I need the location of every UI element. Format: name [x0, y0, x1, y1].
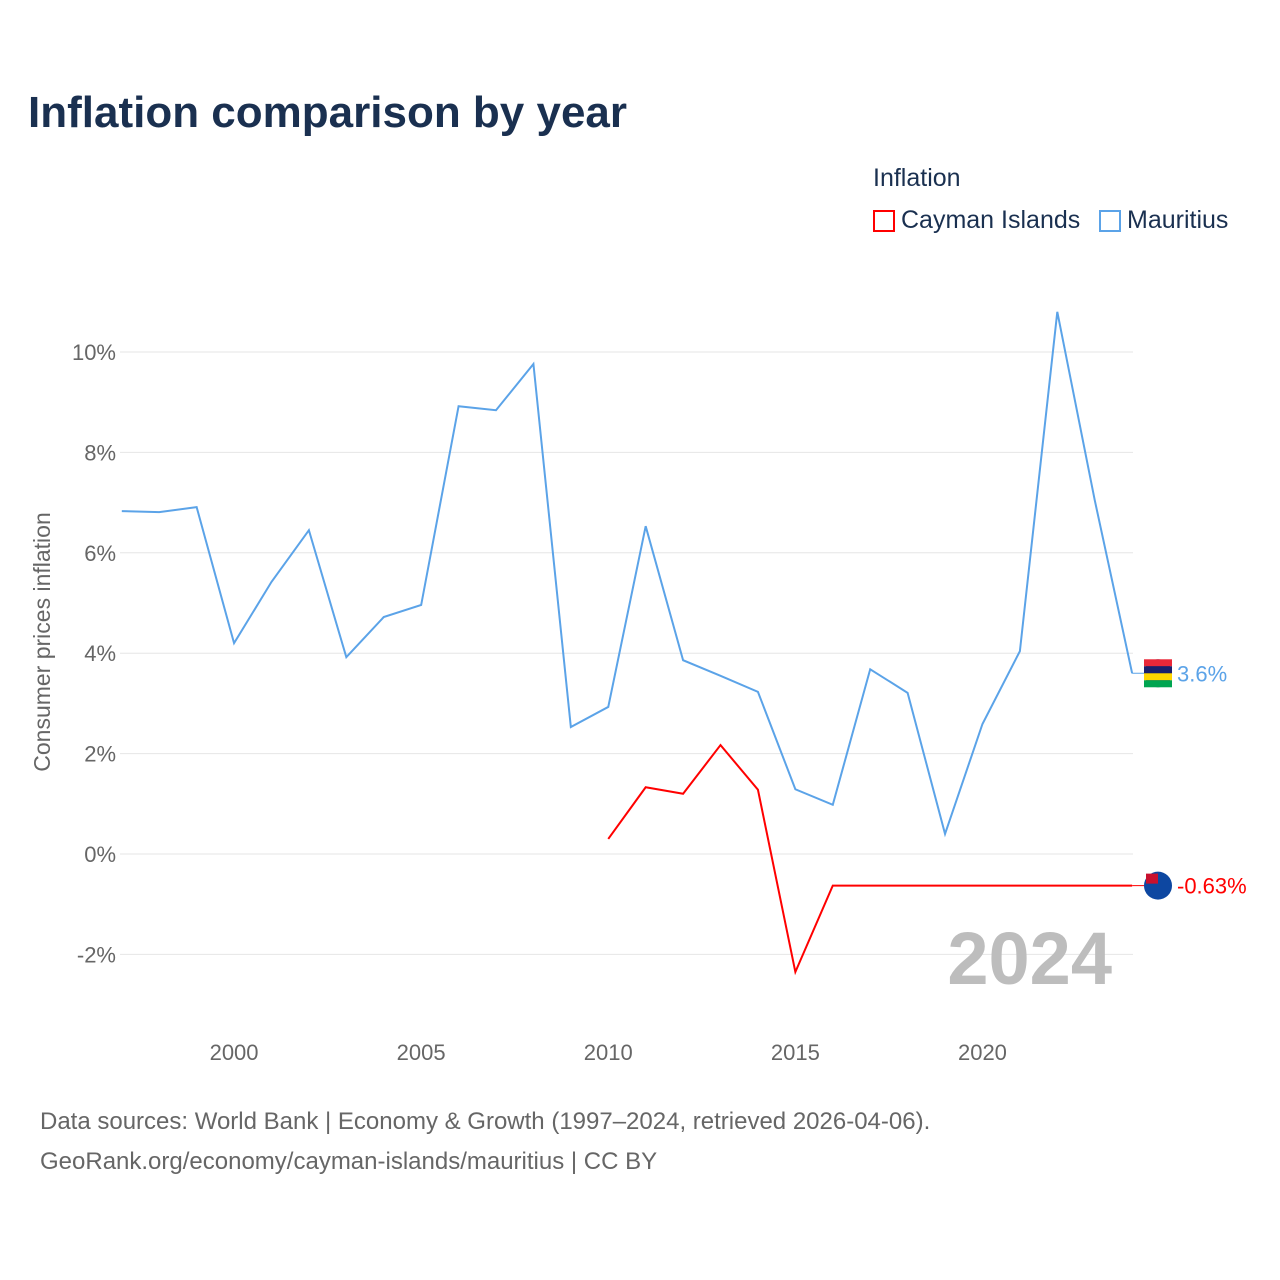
end-value-label: -0.63% [1177, 874, 1247, 899]
series-line-cayman [607, 743, 1133, 976]
legend-title: Inflation [873, 164, 961, 192]
y-tick-label: -2% [77, 942, 116, 967]
source-url: GeoRank.org/economy/cayman-islands/mauri… [40, 1148, 658, 1175]
y-axis-label: Consumer prices inflation [29, 512, 55, 772]
y-tick-label: 6% [84, 541, 116, 566]
x-tick-label: 2005 [397, 1040, 446, 1065]
year-watermark: 2024 [947, 917, 1112, 1000]
legend-item-mauritius[interactable]: Mauritius [1099, 206, 1228, 235]
x-tick-label: 2015 [771, 1040, 820, 1065]
flag-stripe [1144, 680, 1172, 688]
y-tick-label: 0% [84, 842, 116, 867]
flag-stripe [1144, 673, 1172, 681]
flag-stripe [1144, 659, 1172, 667]
legend-item-cayman[interactable]: Cayman Islands [873, 206, 1080, 235]
flag-stripe [1144, 666, 1172, 674]
end-value-label: 3.6% [1177, 661, 1227, 686]
legend-label: Cayman Islands [901, 206, 1081, 234]
y-tick-label: 10% [72, 340, 116, 365]
legend-swatch [1099, 209, 1121, 232]
y-tick-label: 2% [84, 742, 116, 767]
legend-label: Mauritius [1127, 206, 1229, 234]
x-tick-label: 2010 [584, 1040, 633, 1065]
series-line-mauritius [121, 311, 1134, 838]
y-tick-label: 4% [84, 641, 116, 666]
flag-union [1146, 873, 1158, 884]
x-tick-label: 2000 [210, 1040, 259, 1065]
chart-title: Inflation comparison by year [28, 88, 628, 137]
x-tick-label: 2020 [958, 1040, 1007, 1065]
legend-swatch [873, 209, 895, 232]
source-text: Data sources: World Bank | Economy & Gro… [40, 1108, 931, 1135]
y-tick-label: 8% [84, 440, 116, 465]
